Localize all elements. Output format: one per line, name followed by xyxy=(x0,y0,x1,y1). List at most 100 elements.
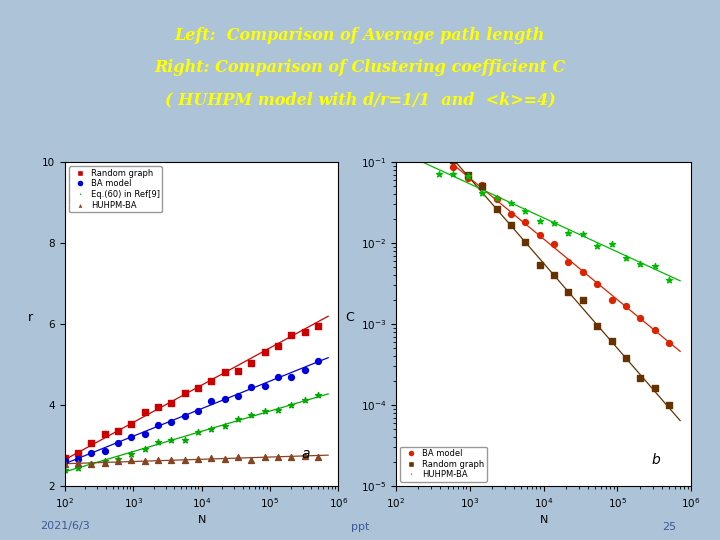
Point xyxy=(272,373,284,382)
Point xyxy=(448,156,459,164)
Y-axis label: r: r xyxy=(28,311,33,324)
Point xyxy=(312,357,323,366)
Point xyxy=(405,155,416,164)
Point xyxy=(205,425,217,434)
Point xyxy=(505,210,517,218)
Point xyxy=(448,163,459,172)
Point xyxy=(179,411,190,420)
Point xyxy=(246,455,257,464)
Point xyxy=(390,114,402,123)
Point xyxy=(285,401,297,410)
Point xyxy=(205,377,217,386)
Point xyxy=(166,418,177,427)
Point xyxy=(59,454,71,463)
Point xyxy=(549,218,560,227)
Y-axis label: C: C xyxy=(345,311,354,324)
Point xyxy=(125,456,137,465)
Point xyxy=(112,439,124,448)
Point xyxy=(219,454,230,463)
Point xyxy=(299,451,310,460)
Point xyxy=(285,331,297,340)
Point xyxy=(520,238,531,247)
Point xyxy=(205,397,217,406)
Point xyxy=(112,427,124,436)
Point xyxy=(591,241,603,250)
Point xyxy=(232,415,243,424)
Point xyxy=(166,435,177,444)
Point xyxy=(563,287,575,296)
Text: Right: Comparison of Clustering coefficient C: Right: Comparison of Clustering coeffici… xyxy=(154,59,566,76)
Point xyxy=(72,449,84,457)
Point xyxy=(563,228,575,237)
Point xyxy=(59,456,71,465)
Point xyxy=(505,198,517,207)
Point xyxy=(72,455,84,463)
Text: a: a xyxy=(301,447,310,461)
Point xyxy=(390,143,402,152)
Point xyxy=(59,460,71,468)
Point xyxy=(192,455,204,463)
Point xyxy=(433,170,445,179)
Point xyxy=(390,93,402,102)
Point xyxy=(139,445,150,454)
Point xyxy=(219,368,230,376)
Point xyxy=(152,456,163,464)
X-axis label: N: N xyxy=(197,515,206,525)
Point xyxy=(125,449,137,458)
Point xyxy=(99,456,111,465)
Point xyxy=(534,217,546,225)
Point xyxy=(462,174,474,183)
Point xyxy=(634,313,646,322)
Point xyxy=(606,240,617,248)
Point xyxy=(205,454,217,462)
Point xyxy=(663,401,675,410)
Point xyxy=(259,407,271,415)
Point xyxy=(563,258,575,266)
Point xyxy=(99,446,111,455)
Point xyxy=(549,271,560,280)
Point xyxy=(591,321,603,330)
Point xyxy=(99,429,111,438)
Point xyxy=(72,463,84,472)
Point xyxy=(112,457,124,465)
Point xyxy=(72,459,84,468)
Text: 25: 25 xyxy=(662,522,677,531)
Point xyxy=(179,456,190,464)
Point xyxy=(259,381,271,390)
Point xyxy=(285,453,297,461)
Point xyxy=(192,407,204,416)
Point xyxy=(125,420,137,428)
Point xyxy=(299,327,310,336)
Point xyxy=(86,449,97,457)
Point xyxy=(649,262,660,271)
Point xyxy=(649,383,660,392)
X-axis label: N: N xyxy=(539,515,548,525)
Point xyxy=(86,460,97,468)
Point xyxy=(312,390,323,399)
Point xyxy=(192,428,204,436)
Point xyxy=(299,396,310,404)
Point xyxy=(179,436,190,444)
Point xyxy=(419,123,431,132)
Point xyxy=(534,261,546,269)
Point xyxy=(179,388,190,397)
Point xyxy=(663,339,675,347)
Point xyxy=(166,399,177,407)
Point xyxy=(433,150,445,159)
Point xyxy=(312,453,323,461)
Point xyxy=(591,280,603,289)
Point xyxy=(477,188,488,197)
Point xyxy=(152,421,163,430)
Text: ( HUHPM model with d/r=1/1  and  <k>=4): ( HUHPM model with d/r=1/1 and <k>=4) xyxy=(165,91,555,109)
Point xyxy=(433,141,445,150)
Point xyxy=(405,107,416,116)
Point xyxy=(491,195,503,204)
Point xyxy=(219,395,230,404)
Point xyxy=(246,410,257,419)
Point xyxy=(272,453,284,461)
Point xyxy=(259,348,271,357)
Text: Left:  Comparison of Average path length: Left: Comparison of Average path length xyxy=(175,26,545,44)
Point xyxy=(448,170,459,179)
Point xyxy=(285,372,297,381)
Point xyxy=(112,455,124,463)
